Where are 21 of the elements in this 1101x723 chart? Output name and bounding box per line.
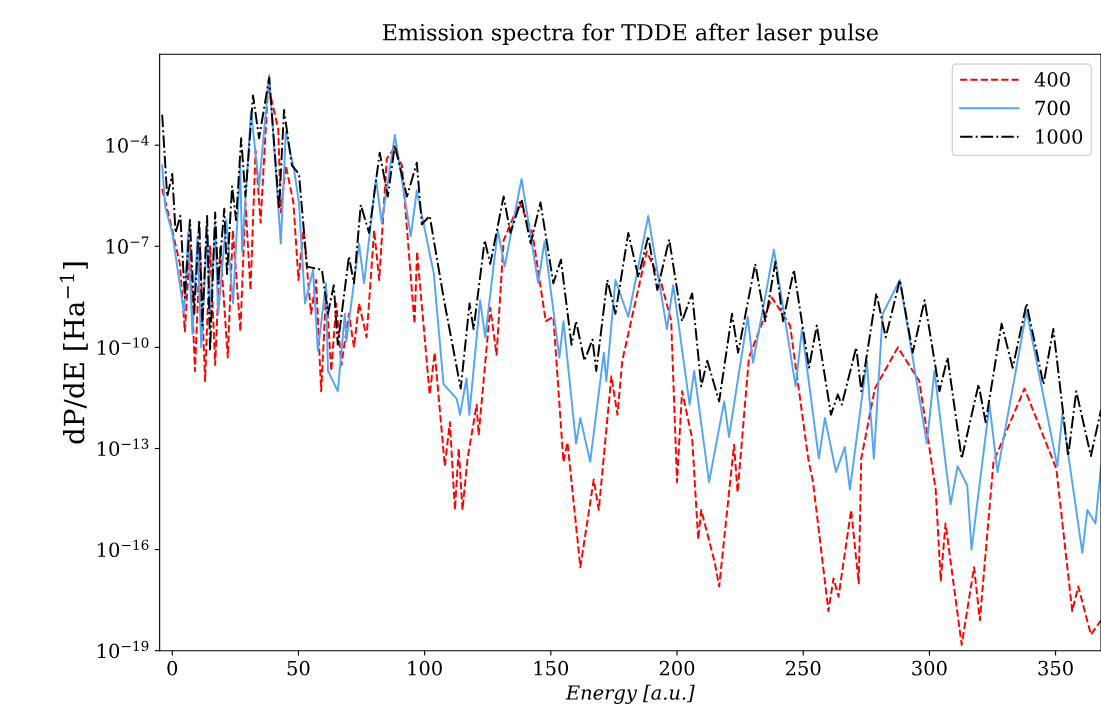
legend-label: 400 [1034,72,1070,87]
y-tick-label: 10$^{−19}$ [98,640,149,659]
x-tick-label: 150 [534,660,569,676]
x-axis-title: Energy [a.u.] [565,684,695,704]
legend-label: 1000 [1036,129,1083,144]
x-tick-label: 300 [912,660,947,676]
x-tick-label: 50 [287,660,310,676]
y-tick-label: 10$^{−16}$ [98,539,149,558]
legend-label: 700 [1035,100,1070,116]
y-tick-label: 10$^{−13}$ [98,438,149,457]
x-tick-label: 0 [167,660,178,676]
chart-title: Emission spectra for TDDE after laser pulse [382,23,878,45]
x-tick-label: 100 [408,660,442,676]
x-tick-label: 200 [659,660,695,676]
y-tick-label: 10$^{−7}$ [106,236,149,254]
line-series [161,74,1101,554]
y-tick-label: 10$^{−10}$ [98,337,149,355]
x-tick-label: 350 [1038,660,1073,676]
y-tick-label: 10$^{−4}$ [106,135,149,153]
y-axis-title: dP/dE [Ha$^{−1}$] [59,262,88,444]
x-tick-label: 250 [785,660,821,676]
